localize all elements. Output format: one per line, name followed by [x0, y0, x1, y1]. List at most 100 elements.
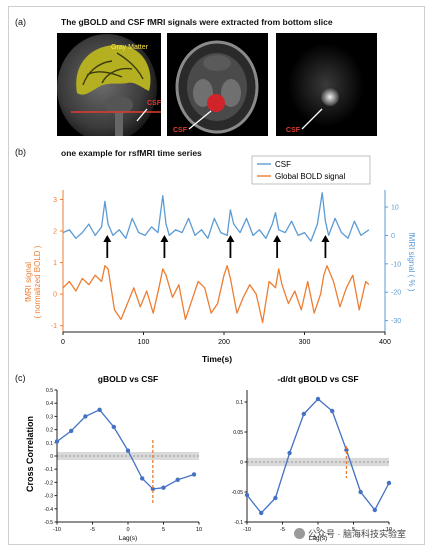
dgbold-xcorr-x-tick-label: -5 [280, 527, 285, 533]
left-axis-label-line1: fMRI signal [24, 262, 33, 302]
gbold-xcorr-point [83, 414, 88, 419]
dgbold-xcorr-y-tick-label: 0 [240, 460, 243, 466]
gbold-xcorr-confidence-band [57, 452, 199, 460]
right-y-tick-label: -20 [391, 290, 401, 297]
gbold-xcorr-x-tick-label: -5 [90, 527, 95, 533]
sagittal-csf-label: CSF [147, 100, 161, 107]
timeseries-xlabel: Time(s) [202, 354, 232, 364]
gbold-xcorr-y-tick-label: -0.1 [44, 467, 53, 473]
dgbold-xcorr-x-tick-label: 10 [386, 527, 392, 533]
timepoint-arrow [103, 235, 112, 258]
dgbold-xcorr-point [358, 489, 363, 495]
gbold-xcorr-y-tick-label: 0.2 [46, 428, 53, 434]
left-y-tick-label: -1 [51, 323, 57, 330]
axial-mri-drawing: CSF [173, 40, 259, 134]
dgbold-xcorr-title: -d/dt gBOLD vs CSF [277, 374, 358, 384]
dgbold-xcorr-point [344, 447, 349, 453]
dgbold-xcorr-confidence-band [247, 457, 389, 467]
dgbold-xcorr-xlabel: Lag(s) [309, 535, 327, 542]
gbold-xcorr-point [191, 472, 197, 477]
legend-gbold-text: Global BOLD signal [275, 172, 345, 181]
functional-mri-drawing: CSF [286, 43, 364, 134]
dgbold-xcorr-x-tick-label: 5 [352, 527, 355, 533]
panel-b-label: (b) [15, 147, 26, 157]
gbold-xcorr-x-tick-label: 0 [126, 527, 129, 533]
gbold-xcorr-y-tick-label: 0.3 [46, 414, 53, 420]
gbold-xcorr-y-tick-label: -0.5 [44, 520, 53, 526]
gbold-xcorr-point [69, 428, 74, 434]
gbold-xcorr-point [150, 486, 156, 492]
gray-matter-label: Gray Matter [111, 44, 149, 51]
gbold-xcorr-title: gBOLD vs CSF [98, 374, 158, 384]
right-y-tick-label: 10 [391, 205, 399, 212]
gbold-xcorr-series-line [56, 408, 195, 490]
left-axis-label-line2: ( normalized BOLD ) [33, 245, 42, 318]
left-y-tick-label: 1 [53, 260, 57, 267]
axial-mri-image: CSF [167, 33, 268, 136]
dgbold-xcorr-y-tick-label: 0.05 [233, 430, 243, 436]
watermark: 公众号 · 脑海科技实验室 [294, 527, 406, 540]
gbold-xcorr-y-tick-label: 0.5 [46, 388, 53, 394]
sagittal-mri-drawing: CSF Gray Matter [57, 34, 161, 136]
left-y-tick-label: 3 [53, 197, 57, 204]
dgbold-xcorr-point [372, 507, 377, 513]
legend-csf-text: CSF [275, 160, 291, 169]
gbold-xcorr-x-tick-label: -10 [53, 527, 61, 533]
gbold-xcorr-y-tick-label: -0.4 [44, 507, 53, 513]
gbold-xcorr-point [54, 439, 60, 444]
panel-a-title: The gBOLD and CSF fMRI signals were extr… [61, 17, 333, 27]
dgbold-xcorr-point [273, 495, 278, 501]
timeseries-legend [251, 155, 371, 185]
dgbold-xcorr-y-tick-label: 0.1 [236, 400, 243, 406]
gbold-xcorr-point [175, 477, 180, 482]
panel-b-title: one example for rsfMRI time series [61, 148, 202, 158]
gbold-xcorr-point [111, 424, 117, 430]
right-y-tick-label: -30 [391, 318, 401, 325]
dgbold-xcorr-point [259, 510, 264, 516]
right-y-tick-label: 0 [391, 233, 395, 240]
gbold-xcorr-y-tick-label: 0 [50, 454, 53, 460]
dgbold-xcorr-point [330, 408, 335, 414]
panel-c-label: (c) [15, 373, 26, 383]
arrow-head [226, 235, 235, 242]
gbold-xcorr-point [140, 476, 145, 481]
timepoint-arrow [226, 235, 235, 258]
gbold-xcorr-y-tick-label: 0.4 [46, 401, 53, 407]
gbold-xcorr-point [125, 448, 131, 453]
gbold-xcorr-y-tick-label: -0.2 [44, 480, 53, 486]
gbold-xcorr-x-tick-label: 5 [162, 527, 165, 533]
left-y-tick-label: 2 [53, 229, 57, 236]
dgbold-xcorr-series-line [246, 398, 390, 514]
dgbold-xcorr-point [386, 480, 392, 486]
timepoint-arrow [273, 235, 282, 258]
gbold-xcorr-point [161, 485, 166, 490]
arrow-head [321, 235, 330, 242]
axial-csf-label: CSF [173, 127, 188, 134]
dgbold-xcorr-x-tick-label: 0 [316, 527, 319, 533]
x-tick-label: 300 [299, 339, 311, 346]
dgbold-xcorr-y-tick-label: -0.05 [232, 490, 244, 496]
x-tick-label: 0 [61, 339, 65, 346]
watermark-text: 公众号 · 脑海科技实验室 [308, 529, 406, 539]
dgbold-xcorr-point [301, 411, 306, 417]
csf-series-line [62, 192, 370, 242]
cross-correlation-charts: Cross Correlation gBOLD vs CSF -10 -5 0 5 10 0… [25, 374, 392, 542]
arrow-head [273, 235, 282, 242]
dgbold-xcorr-point [244, 492, 250, 498]
dgbold-xcorr-point [315, 396, 321, 402]
gbold-series-line [62, 265, 370, 324]
gbold-xcorr-x-tick-label: 10 [196, 527, 202, 533]
gbold-xcorr-y-tick-label: -0.3 [44, 494, 53, 500]
x-tick-label: 100 [138, 339, 150, 346]
cross-correlation-ylabel: Cross Correlation [25, 416, 35, 492]
functional-mri-image: CSF [276, 33, 377, 136]
arrow-head [103, 235, 112, 242]
right-y-tick-label: -10 [391, 261, 401, 268]
sagittal-mri-image: CSF Gray Matter [57, 33, 161, 136]
figure-frame: (a) The gBOLD and CSF fMRI signals were … [8, 6, 425, 545]
dgbold-xcorr-x-tick-label: -10 [243, 527, 251, 533]
dgbold-xcorr-y-tick-label: -0.1 [234, 520, 243, 526]
x-tick-label: 400 [379, 339, 391, 346]
wechat-icon [294, 528, 305, 539]
x-tick-label: 200 [218, 339, 230, 346]
